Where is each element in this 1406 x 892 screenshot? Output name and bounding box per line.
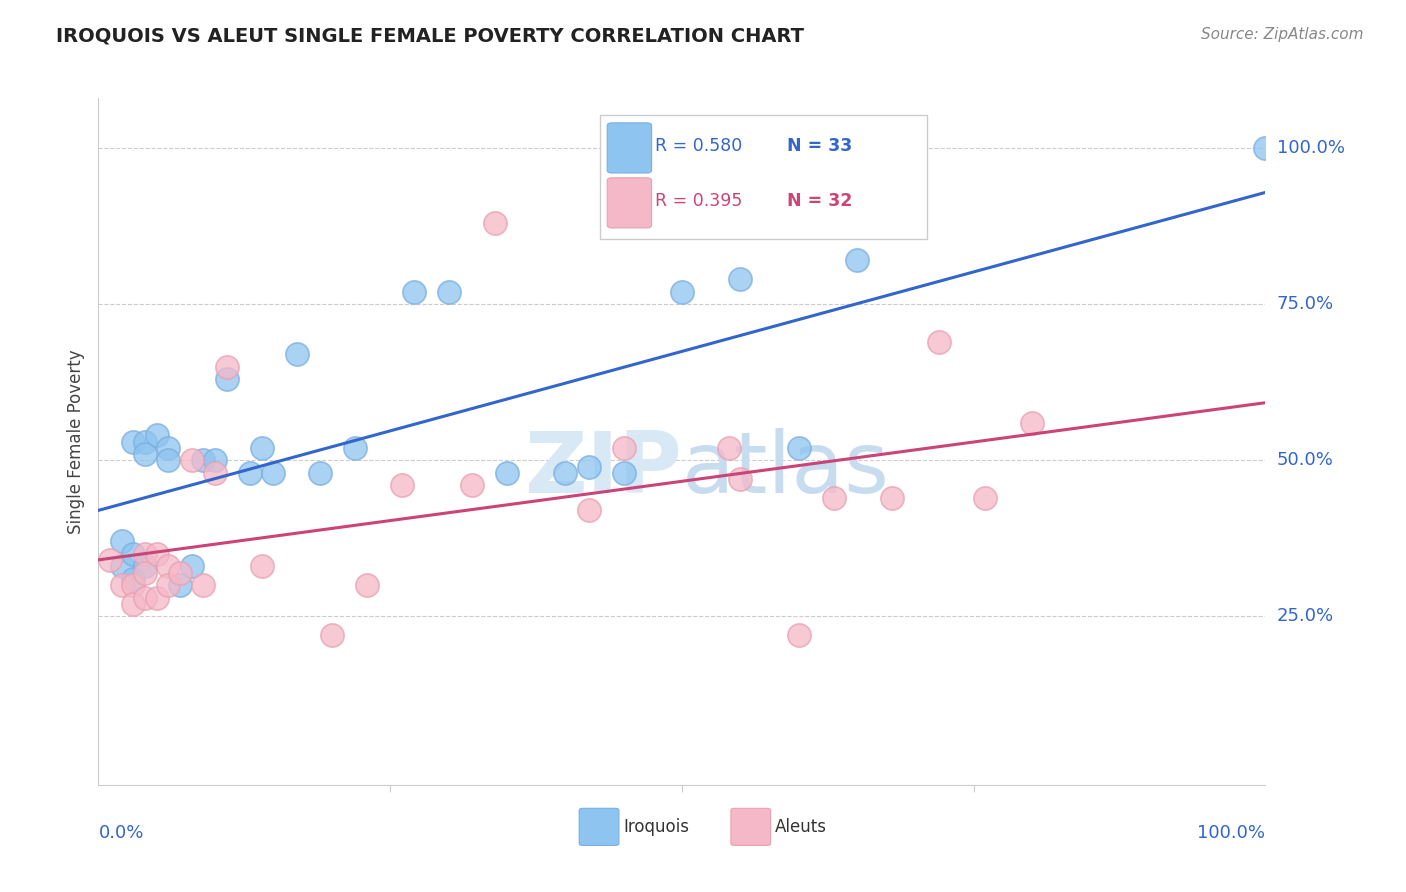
Point bbox=[134, 591, 156, 605]
Point bbox=[484, 216, 506, 230]
Point bbox=[134, 434, 156, 449]
Point bbox=[180, 453, 202, 467]
Point bbox=[321, 628, 343, 642]
Point bbox=[111, 578, 134, 592]
Point bbox=[204, 453, 226, 467]
Point bbox=[134, 547, 156, 561]
Point bbox=[122, 547, 145, 561]
Point bbox=[356, 578, 378, 592]
Point bbox=[122, 572, 145, 586]
Point bbox=[613, 466, 636, 480]
Text: ZIP: ZIP bbox=[524, 427, 682, 510]
Point bbox=[111, 534, 134, 549]
Point bbox=[146, 428, 169, 442]
Point bbox=[122, 578, 145, 592]
Text: 100.0%: 100.0% bbox=[1198, 824, 1265, 842]
Point bbox=[285, 347, 308, 361]
Point bbox=[134, 566, 156, 580]
Point bbox=[169, 578, 191, 592]
Point bbox=[344, 441, 367, 455]
Point bbox=[134, 447, 156, 461]
Point bbox=[437, 285, 460, 299]
Point bbox=[578, 503, 600, 517]
Point bbox=[146, 547, 169, 561]
Text: 75.0%: 75.0% bbox=[1277, 295, 1334, 313]
Point bbox=[262, 466, 284, 480]
Point bbox=[578, 459, 600, 474]
Point bbox=[134, 559, 156, 574]
Text: atlas: atlas bbox=[682, 427, 890, 510]
Point bbox=[391, 478, 413, 492]
Point bbox=[122, 597, 145, 611]
Text: Aleuts: Aleuts bbox=[775, 818, 827, 836]
Point bbox=[180, 559, 202, 574]
Point bbox=[215, 372, 238, 386]
Point bbox=[157, 453, 180, 467]
Text: N = 32: N = 32 bbox=[787, 192, 852, 211]
Text: R = 0.395: R = 0.395 bbox=[655, 192, 742, 211]
Point bbox=[928, 334, 950, 349]
FancyBboxPatch shape bbox=[607, 123, 651, 173]
Point bbox=[717, 441, 740, 455]
Point bbox=[461, 478, 484, 492]
Point bbox=[204, 466, 226, 480]
FancyBboxPatch shape bbox=[607, 178, 651, 228]
Text: 50.0%: 50.0% bbox=[1277, 451, 1333, 469]
Point bbox=[239, 466, 262, 480]
Point bbox=[787, 441, 810, 455]
Point bbox=[496, 466, 519, 480]
Point bbox=[157, 578, 180, 592]
FancyBboxPatch shape bbox=[600, 115, 927, 239]
Text: Iroquois: Iroquois bbox=[624, 818, 689, 836]
Point bbox=[823, 491, 845, 505]
Point bbox=[880, 491, 903, 505]
Point bbox=[613, 441, 636, 455]
Point bbox=[215, 359, 238, 374]
Point bbox=[730, 472, 752, 486]
FancyBboxPatch shape bbox=[731, 808, 770, 846]
Point bbox=[1254, 141, 1277, 155]
Point bbox=[169, 566, 191, 580]
Text: 0.0%: 0.0% bbox=[98, 824, 143, 842]
FancyBboxPatch shape bbox=[579, 808, 619, 846]
Text: Source: ZipAtlas.com: Source: ZipAtlas.com bbox=[1201, 27, 1364, 42]
Y-axis label: Single Female Poverty: Single Female Poverty bbox=[66, 350, 84, 533]
Point bbox=[787, 628, 810, 642]
Point bbox=[98, 553, 121, 567]
Text: R = 0.580: R = 0.580 bbox=[655, 137, 742, 155]
Point bbox=[250, 441, 273, 455]
Point bbox=[974, 491, 997, 505]
Point bbox=[250, 559, 273, 574]
Point bbox=[730, 272, 752, 286]
Point bbox=[671, 285, 693, 299]
Point bbox=[157, 441, 180, 455]
Text: IROQUOIS VS ALEUT SINGLE FEMALE POVERTY CORRELATION CHART: IROQUOIS VS ALEUT SINGLE FEMALE POVERTY … bbox=[56, 27, 804, 45]
Point bbox=[146, 591, 169, 605]
Point bbox=[402, 285, 425, 299]
Text: 100.0%: 100.0% bbox=[1277, 139, 1344, 157]
Point bbox=[554, 466, 576, 480]
Point bbox=[111, 559, 134, 574]
Point bbox=[846, 253, 869, 268]
Point bbox=[193, 578, 215, 592]
Text: N = 33: N = 33 bbox=[787, 137, 852, 155]
Point bbox=[193, 453, 215, 467]
Text: 25.0%: 25.0% bbox=[1277, 607, 1334, 625]
Point bbox=[157, 559, 180, 574]
Point bbox=[309, 466, 332, 480]
Point bbox=[1021, 416, 1043, 430]
Point bbox=[122, 434, 145, 449]
